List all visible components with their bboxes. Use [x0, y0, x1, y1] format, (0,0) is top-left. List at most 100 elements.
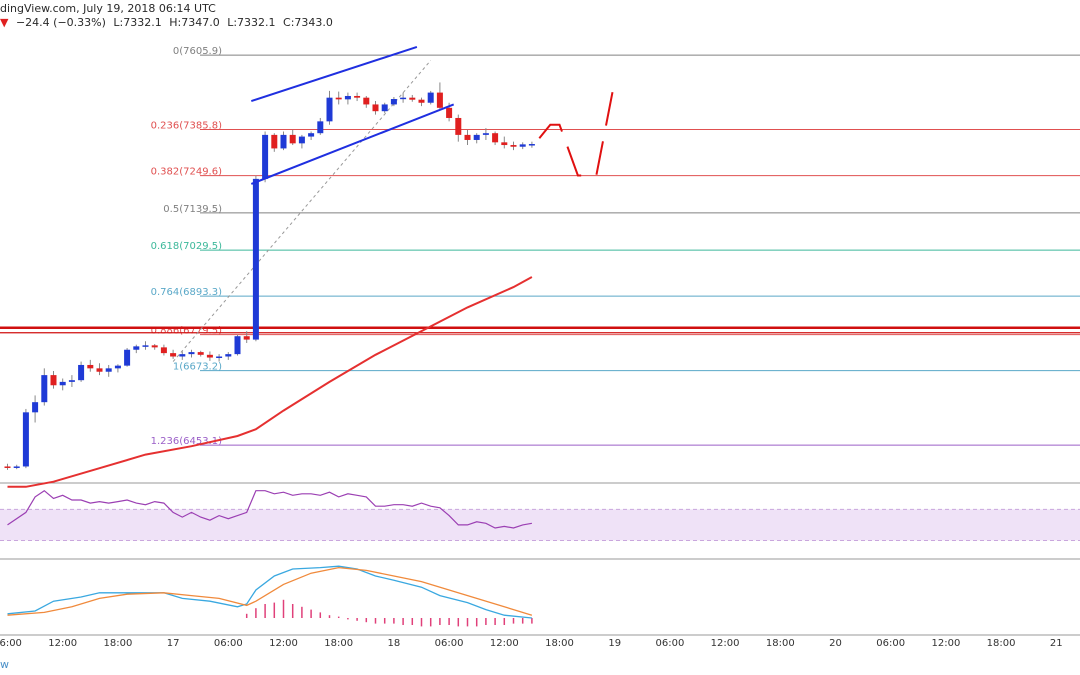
- candle-body: [262, 134, 269, 179]
- x-tick-label: 12:00: [269, 638, 298, 649]
- channel-lower-line: [250, 103, 455, 185]
- candle-body: [41, 375, 48, 403]
- x-tick-label: 17: [167, 638, 180, 649]
- x-tick-label: 06:00: [655, 638, 684, 649]
- x-tick-label: 06:00: [435, 638, 464, 649]
- footer-text: w: [0, 658, 9, 671]
- candle-body: [124, 349, 131, 366]
- chart-source-header: dingView.com, July 19, 2018 06:14 UTC: [0, 2, 216, 15]
- fib-level-label: 0.618(7029.5): [151, 241, 223, 252]
- candle-body: [464, 134, 471, 140]
- x-tick-label: 06:00: [876, 638, 905, 649]
- low-value-2: L:7332.1: [227, 16, 276, 29]
- candle-body: [418, 99, 425, 103]
- candle-body: [446, 107, 453, 118]
- candle-body: [170, 353, 177, 357]
- candle-body: [243, 336, 250, 340]
- candle-body: [142, 345, 149, 347]
- x-tick-label: 18:00: [324, 638, 353, 649]
- x-tick-label: 18:00: [103, 638, 132, 649]
- candle-body: [87, 364, 94, 369]
- candle-body: [188, 352, 195, 355]
- candle-body: [133, 346, 140, 350]
- x-tick-label: 06:00: [214, 638, 243, 649]
- candle-body: [326, 97, 333, 122]
- fib-level-label: 0.764(6893.3): [151, 287, 223, 298]
- fib-swing-line: [172, 60, 432, 362]
- candle-body: [390, 99, 397, 105]
- fib-level-label: 0.382(7249.6): [151, 167, 223, 178]
- candle-body: [280, 134, 287, 149]
- candle-body: [32, 402, 39, 413]
- x-tick-label: 18:00: [987, 638, 1016, 649]
- candle-body: [308, 133, 315, 137]
- candle-body: [519, 144, 526, 147]
- rsi-band: [0, 509, 1080, 541]
- candle-body: [317, 121, 324, 134]
- candle-body: [59, 381, 66, 386]
- candle-body: [482, 133, 489, 135]
- x-tick-label: 12:00: [490, 638, 519, 649]
- candle-body: [289, 134, 296, 144]
- fib-level-label: 0(7605.9): [173, 46, 222, 57]
- x-tick-label: 12:00: [48, 638, 77, 649]
- candle-body: [436, 92, 443, 108]
- candle-body: [455, 117, 462, 135]
- x-tick-label: 18: [388, 638, 401, 649]
- candle-body: [179, 354, 186, 357]
- projection-path: [538, 80, 616, 177]
- candle-body: [409, 97, 416, 100]
- fib-level-label: 1(6673.2): [173, 362, 222, 373]
- candle-body: [298, 136, 305, 144]
- candle-body: [78, 364, 85, 381]
- signal-line: [7, 566, 533, 616]
- candle-body: [252, 178, 259, 340]
- x-tick-label: 20: [829, 638, 842, 649]
- candle-body: [160, 347, 167, 354]
- candle-body: [492, 133, 499, 143]
- candle-body: [96, 368, 103, 372]
- moving-average-line: [7, 276, 533, 488]
- candle-body: [363, 97, 370, 105]
- candle-body: [216, 356, 223, 359]
- x-tick-label: 18:00: [766, 638, 795, 649]
- candle-body: [372, 104, 379, 112]
- candle-body: [151, 345, 158, 348]
- candle-body: [501, 142, 508, 146]
- x-tick-label: 12:00: [711, 638, 740, 649]
- rsi-line: [7, 489, 533, 529]
- candle-body: [4, 466, 11, 468]
- candle-body: [335, 97, 342, 100]
- candle-body: [50, 375, 57, 386]
- candle-body: [271, 134, 278, 149]
- x-tick-label: 12:00: [931, 638, 960, 649]
- fib-level-label: 0.5(7139.5): [163, 204, 222, 215]
- candle-body: [22, 412, 29, 467]
- candle-body: [381, 104, 388, 112]
- change-value: −24.4 (−0.33%): [15, 16, 106, 29]
- candle-body: [473, 134, 480, 140]
- x-tick-label: 21: [1050, 638, 1063, 649]
- candle-body: [105, 368, 112, 372]
- candle-body: [400, 97, 407, 100]
- candle-body: [206, 354, 213, 358]
- change-arrow: ▼: [0, 16, 9, 29]
- macd-line: [7, 565, 532, 619]
- fib-level-label: 0.886(6779.5): [151, 326, 223, 337]
- candle-body: [510, 145, 517, 147]
- fib-level-label: 1.236(6453.1): [151, 436, 223, 447]
- close-value: C:7343.0: [283, 16, 333, 29]
- candle-body: [354, 95, 361, 98]
- candle-body: [114, 365, 121, 369]
- x-tick-label: 06:00: [0, 638, 22, 649]
- fib-level-label: 0.236(7385.8): [151, 121, 223, 132]
- high-value: H:7347.0: [169, 16, 220, 29]
- candle-body: [344, 95, 351, 100]
- candle-body: [13, 466, 20, 468]
- x-tick-label: 18:00: [545, 638, 574, 649]
- channel-upper-line: [250, 45, 418, 103]
- ohlc-readout: ▼ −24.4 (−0.33%) L:7332.1 H:7347.0 L:733…: [0, 16, 337, 29]
- candle-body: [528, 144, 535, 146]
